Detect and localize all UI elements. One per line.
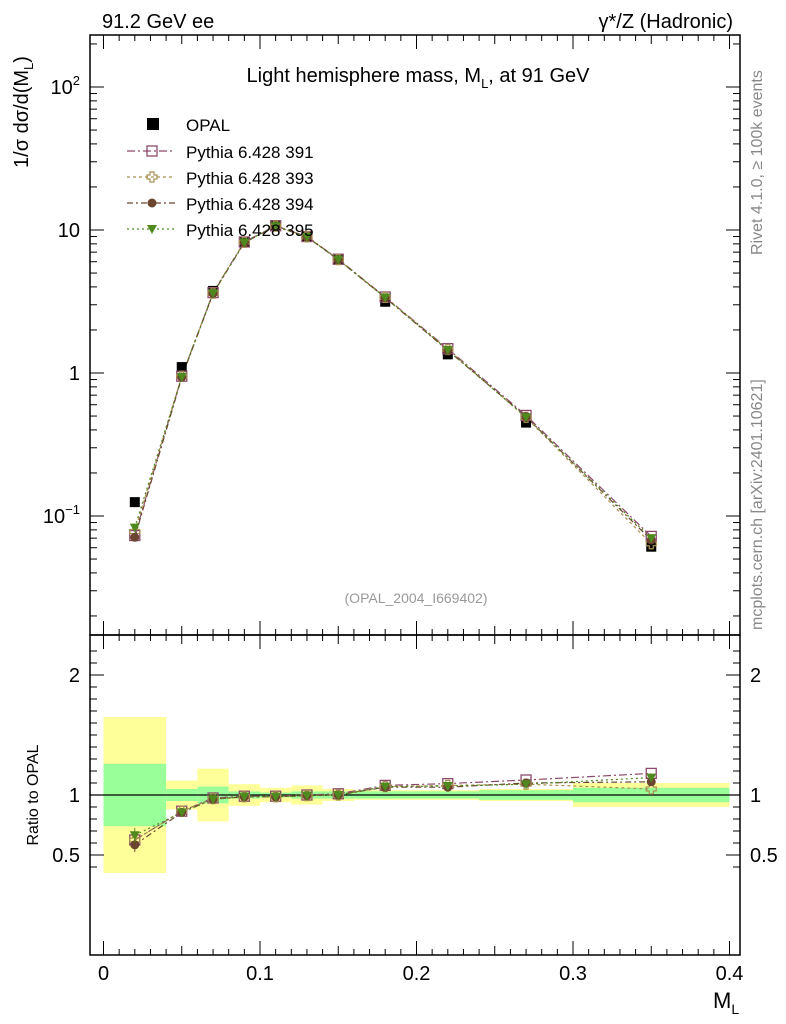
chart-title: Light hemisphere mass, ML, at 91 GeV <box>247 65 591 91</box>
legend-marker-opal <box>147 118 159 130</box>
main-y-tick-label: 10 <box>58 220 80 242</box>
legend-label-0: Pythia 6.428 391 <box>186 143 314 162</box>
ratio-marker-3 <box>301 791 312 801</box>
ratio-marker-3 <box>239 792 250 802</box>
ratio-y-tick-label: 2 <box>69 665 80 687</box>
beam-energy-label: 91.2 GeV ee <box>102 11 214 33</box>
series-marker-3 <box>646 534 657 544</box>
series-marker-3 <box>333 255 344 265</box>
series-marker-3 <box>521 413 532 423</box>
main-y-axis-label: 1/σ dσ/d(ML) <box>11 56 36 168</box>
data-point-opal <box>129 497 140 508</box>
data-point-opal <box>646 541 657 552</box>
ratio-y-tick-label: 0.5 <box>52 845 80 867</box>
legend-marker-0 <box>146 145 158 157</box>
series-marker-3 <box>301 232 312 242</box>
x-tick-label: 0.2 <box>403 963 431 985</box>
title-subscript: L <box>481 76 488 91</box>
ratio-marker-3 <box>646 773 657 783</box>
series-marker-3 <box>270 222 281 232</box>
x-tick-label: 0.4 <box>716 963 744 985</box>
main-y-axis-label-text: 1/σ dσ/d(ML) <box>11 56 36 168</box>
series-marker-3 <box>208 289 219 299</box>
series-marker-3 <box>176 372 187 382</box>
legend-marker-1 <box>146 171 158 183</box>
ratio-y-axis-label: Ratio to OPAL <box>25 744 42 845</box>
series-marker-3 <box>239 238 250 248</box>
title-suffix: , at 91 GeV <box>488 65 590 87</box>
legend-label-2: Pythia 6.428 394 <box>186 195 314 214</box>
analysis-tag: (OPAL_2004_I669402) <box>345 590 488 606</box>
series-marker-3 <box>129 523 140 533</box>
x-tick-label: 0.1 <box>246 963 274 985</box>
ratio-y-tick-label-right: 2 <box>750 665 761 687</box>
ratio-marker-3 <box>129 831 140 841</box>
ratio-plot-panel: 0.5 0.5 1 1 2 2 0 0.1 0.2 0.3 0.4 <box>52 634 778 985</box>
legend-marker-3 <box>147 225 157 234</box>
series-line-0 <box>134 225 652 537</box>
ratio-marker-3 <box>521 780 532 790</box>
data-point-opal <box>176 362 187 373</box>
main-y-tick-label: 1 <box>69 363 80 385</box>
series-marker-3 <box>380 293 391 303</box>
main-plot-panel: 10−1 1 10 102 <box>43 34 741 636</box>
series-line-1 <box>134 225 652 545</box>
ratio-marker-1 <box>645 783 657 795</box>
tick-exponent: 2 <box>73 73 80 88</box>
series-line-2 <box>134 225 652 541</box>
tick-exponent: −1 <box>65 502 80 517</box>
ratio-marker-3 <box>270 792 281 802</box>
series-marker-2 <box>130 532 140 542</box>
main-y-tick-label: 10−1 <box>43 502 80 528</box>
ratio-y-tick-label-right: 0.5 <box>750 845 778 867</box>
legend: OPAL Pythia 6.428 391 Pythia 6.428 393 Pyth… <box>127 116 314 240</box>
ratio-y-tick-label-right: 1 <box>750 785 761 807</box>
ratio-marker-2 <box>130 840 140 850</box>
legend-label-3: Pythia 6.428 395 <box>186 221 314 240</box>
x-label-subscript: L <box>731 1001 739 1017</box>
mcplots-reference-label: mcplots.cern.ch [arXiv:2401.10621] <box>749 379 766 630</box>
legend-marker-2 <box>147 198 157 208</box>
main-y-tick-label: 102 <box>51 73 80 99</box>
y-label-suffix: ) <box>11 56 33 63</box>
y-label-subscript: L <box>21 63 36 70</box>
series-line-3 <box>134 225 652 539</box>
x-tick-label: 0 <box>98 963 109 985</box>
x-tick-label: 0.3 <box>559 963 587 985</box>
x-axis-label: ML <box>713 988 739 1017</box>
x-axis-label-text: ML <box>713 988 739 1017</box>
ratio-marker-3 <box>442 782 453 791</box>
series-marker-3 <box>442 345 453 355</box>
ratio-marker-3 <box>208 795 219 805</box>
ratio-marker-3 <box>380 782 391 792</box>
legend-label-1: Pythia 6.428 393 <box>186 169 314 188</box>
rivet-version-label: Rivet 4.1.0, ≥ 100k events <box>749 70 766 255</box>
ratio-marker-3 <box>176 808 187 818</box>
ratio-y-tick-label: 1 <box>69 785 80 807</box>
legend-label-opal: OPAL <box>186 116 230 135</box>
ratio-marker-3 <box>333 791 344 800</box>
process-label: γ*/Z (Hadronic) <box>599 11 733 33</box>
